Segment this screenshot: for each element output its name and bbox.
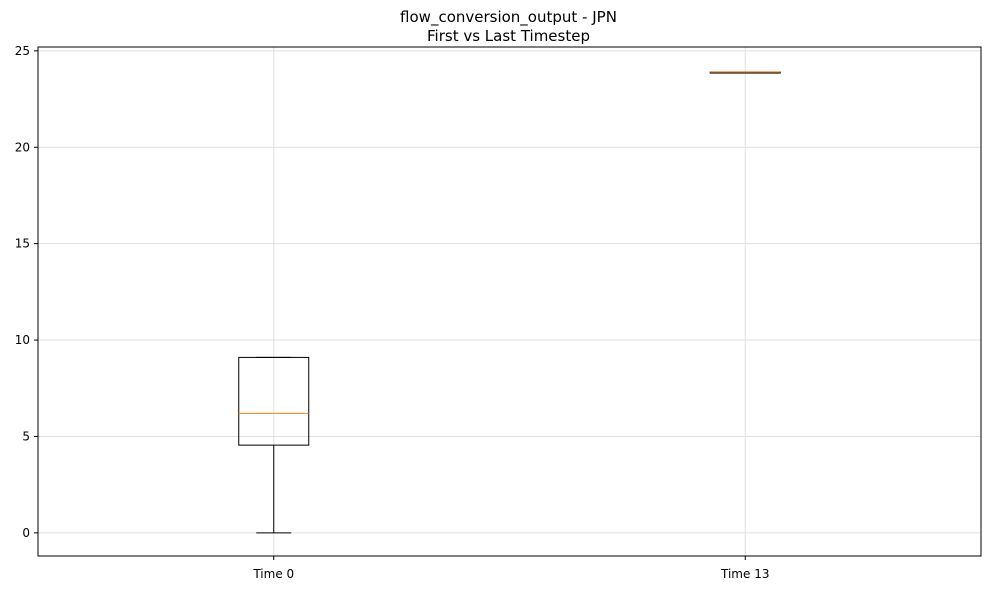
y-tick-label: 5: [22, 429, 30, 443]
y-tick-label: 20: [15, 140, 30, 154]
axes: 0 5 10 15 20 25 Time 0 Time 13: [15, 44, 770, 581]
y-tick-label: 15: [15, 237, 30, 251]
x-tick-label: Time 13: [720, 567, 769, 581]
box-plots: [238, 71, 781, 534]
plot-frame: [37, 46, 982, 557]
y-tick-label: 0: [22, 526, 30, 540]
box: [238, 356, 310, 446]
y-tick-label: 10: [15, 333, 30, 347]
y-tick-label: 25: [15, 44, 30, 58]
box-plot-time-0: [238, 356, 310, 534]
x-tick-label: Time 0: [252, 567, 294, 581]
chart-title: flow_conversion_output - JPN: [400, 8, 617, 27]
grid: [38, 47, 981, 556]
box-plot-time-13: [709, 71, 781, 74]
chart-subtitle: First vs Last Timestep: [427, 27, 590, 45]
